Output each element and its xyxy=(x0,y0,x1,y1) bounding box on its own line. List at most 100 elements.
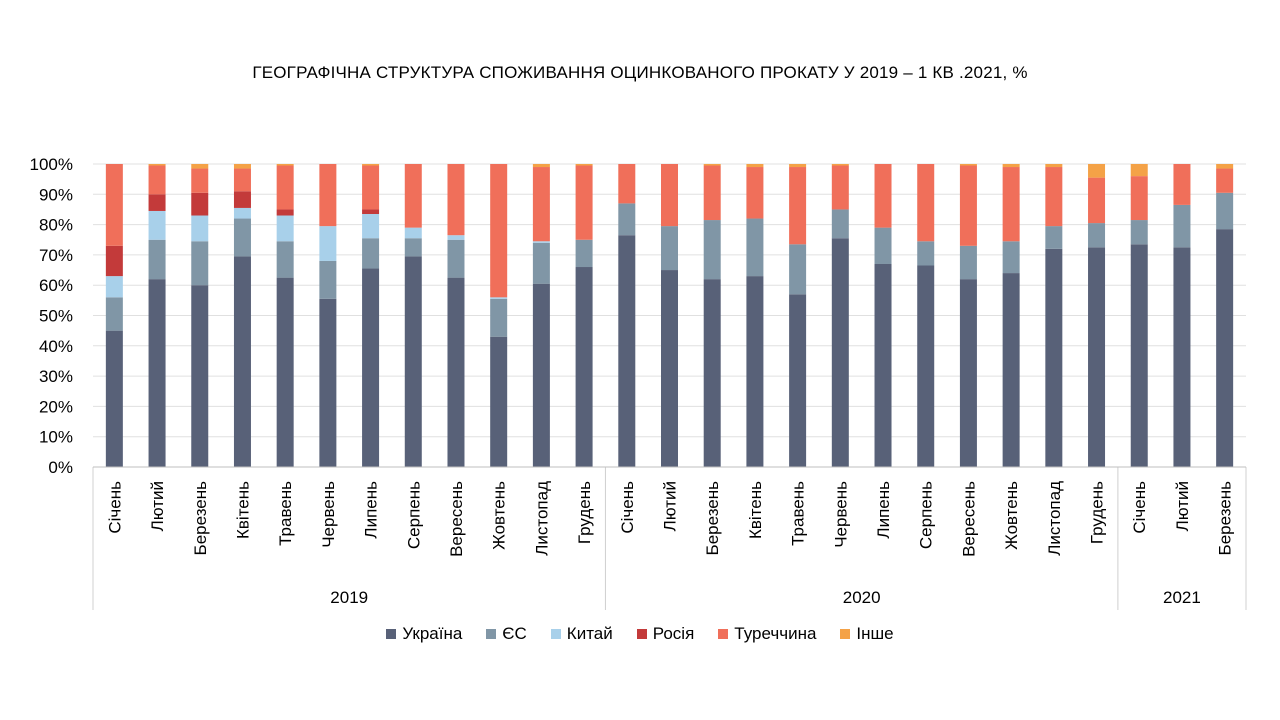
bar-segment xyxy=(1173,204,1191,248)
bar-segment xyxy=(1002,164,1020,168)
x-group-label: 2021 xyxy=(1163,588,1201,607)
bar-segment xyxy=(191,241,209,286)
bar-segment xyxy=(233,191,251,208)
bar-segment xyxy=(191,164,209,169)
x-tick-label: Січень xyxy=(618,481,637,534)
bar-segment xyxy=(319,298,337,467)
x-tick-label: Лютий xyxy=(1173,481,1192,531)
bar-segment xyxy=(362,164,380,166)
bar-segment xyxy=(1216,229,1234,467)
bar-segment xyxy=(105,245,123,277)
x-axis: Січень Лютий Березень Квітень Травень Червень… xyxy=(92,466,1247,610)
bar-segment xyxy=(917,265,935,467)
x-tick-label: Вересень xyxy=(959,481,978,557)
bar-segment xyxy=(276,215,294,242)
y-tick-label: 100% xyxy=(30,155,73,174)
bar-segment xyxy=(575,239,593,268)
bar-segment xyxy=(789,167,807,245)
bar-segment xyxy=(1130,164,1148,177)
bar-segment xyxy=(959,165,977,246)
legend-label: Росія xyxy=(652,624,695,643)
bar-segment xyxy=(703,220,721,280)
bar-segment xyxy=(618,164,636,204)
x-tick-label: Квітень xyxy=(233,481,252,539)
legend-label: Китай xyxy=(566,624,613,643)
bar-segment xyxy=(233,218,251,257)
bar-segment xyxy=(917,164,935,242)
x-tick-label: Грудень xyxy=(1088,481,1107,544)
y-tick-label: 70% xyxy=(39,246,73,265)
bar-segment xyxy=(490,336,508,467)
bar-segment xyxy=(789,164,807,168)
bar-segment xyxy=(959,164,977,166)
bar-segment xyxy=(831,209,849,239)
x-tick-label: Травень xyxy=(789,481,808,546)
bar-segment xyxy=(575,267,593,467)
bar-segment xyxy=(362,238,380,269)
bar-segment xyxy=(1130,176,1148,221)
bar-segment xyxy=(319,164,337,227)
bar-segment xyxy=(105,330,123,467)
bar-segment xyxy=(1045,226,1063,249)
bar-segment xyxy=(148,210,166,240)
x-tick-label: Жовтень xyxy=(490,481,509,550)
bar-segment xyxy=(575,165,593,240)
bar-segment xyxy=(404,256,422,467)
y-tick-label: 30% xyxy=(39,367,73,386)
bar-segment xyxy=(1088,164,1106,178)
legend-item: Інше xyxy=(840,624,894,644)
bar-segment xyxy=(1088,177,1106,224)
bar-segment xyxy=(148,279,166,467)
bar-segment xyxy=(532,167,550,242)
bar-segment xyxy=(319,260,337,299)
bar-segment xyxy=(191,192,209,216)
chart-title: ГЕОГРАФІЧНА СТРУКТУРА СПОЖИВАННЯ ОЦИНКОВ… xyxy=(252,63,1028,82)
y-tick-label: 80% xyxy=(39,216,73,235)
bar-segment xyxy=(618,235,636,467)
bar-segment xyxy=(1088,247,1106,467)
x-tick-label: Липень xyxy=(362,481,381,539)
bar-segment xyxy=(362,268,380,467)
legend-label: Туреччина xyxy=(734,624,817,643)
bar-segment xyxy=(148,164,166,166)
bar-segment xyxy=(148,239,166,280)
bar-segment xyxy=(490,298,508,337)
bar-segment xyxy=(532,164,550,168)
x-group-label: 2020 xyxy=(843,588,881,607)
legend-item: Туреччина xyxy=(718,624,816,644)
x-tick-label: Червень xyxy=(319,481,338,548)
bar-segment xyxy=(1045,164,1063,168)
bar-segment xyxy=(874,227,892,264)
legend-item: Україна xyxy=(386,624,462,644)
bar-segment xyxy=(1216,164,1234,169)
bar-segment xyxy=(148,165,166,195)
x-tick-label: Квітень xyxy=(746,481,765,539)
bar-segment xyxy=(362,165,380,210)
bar-segment xyxy=(233,168,251,192)
x-tick-label: Лютий xyxy=(661,481,680,531)
bar-segment xyxy=(661,164,678,227)
legend-swatch xyxy=(550,629,561,639)
bar-segment xyxy=(447,277,465,467)
x-tick-label: Лютий xyxy=(148,481,167,531)
y-tick-label: 0% xyxy=(48,458,73,477)
bar-segment xyxy=(404,227,422,239)
bar-segment xyxy=(148,194,166,211)
bar-segment xyxy=(532,242,550,284)
x-tick-label: Жовтень xyxy=(1002,481,1021,550)
y-axis-ticks: 0% 10% 20% 30% 40% 50% 60% 70% 80% 90% 100% xyxy=(30,155,73,477)
y-tick-label: 40% xyxy=(39,337,73,356)
bar-segment xyxy=(276,241,294,278)
bar-segment xyxy=(1216,168,1234,193)
y-tick-label: 10% xyxy=(39,428,73,447)
bar-segment xyxy=(831,238,849,467)
bar-segment xyxy=(191,168,209,193)
bar-segment xyxy=(746,164,764,168)
bar-segment xyxy=(789,244,807,295)
bar-segment xyxy=(575,164,593,166)
legend-swatch xyxy=(486,629,497,639)
bar-segment xyxy=(874,263,892,467)
x-tick-label: Березень xyxy=(191,481,210,556)
y-tick-label: 50% xyxy=(39,307,73,326)
